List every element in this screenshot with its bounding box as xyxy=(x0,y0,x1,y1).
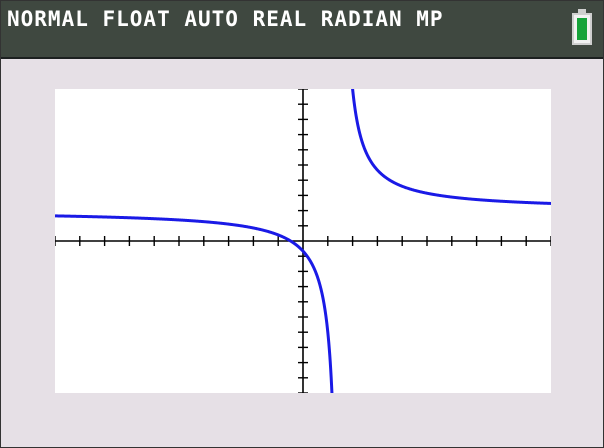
function-curve-right-branch xyxy=(351,89,551,205)
graph-area[interactable] xyxy=(55,89,551,393)
function-curve-left-branch xyxy=(55,214,334,393)
mode-status-text: NORMAL FLOAT AUTO REAL RADIAN MP xyxy=(7,7,444,31)
battery-body xyxy=(572,13,592,45)
battery-cap xyxy=(578,9,586,13)
battery-level-fill xyxy=(577,18,587,40)
status-bar: NORMAL FLOAT AUTO REAL RADIAN MP xyxy=(1,1,603,59)
graph-canvas xyxy=(55,89,551,393)
battery-icon xyxy=(572,9,592,45)
